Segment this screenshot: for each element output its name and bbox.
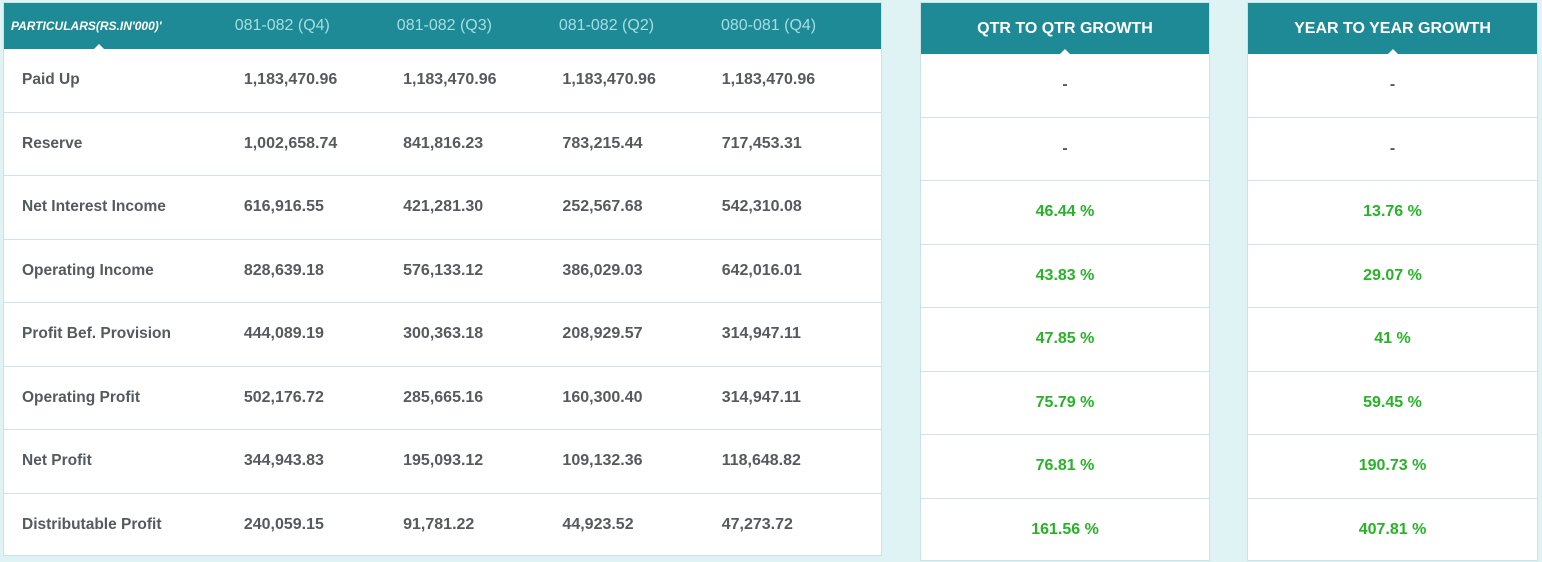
table-cell: 314,947.11: [722, 389, 881, 407]
qtr-growth-value: 76.81 %: [921, 435, 1209, 499]
table-cell: 421,281.30: [403, 198, 562, 216]
qtr-growth-value: 161.56 %: [921, 499, 1209, 562]
active-tab-indicator: [93, 44, 105, 50]
yoy-growth-header: YEAR TO YEAR GROWTH: [1248, 3, 1537, 54]
table-cell: 1,183,470.96: [403, 71, 562, 89]
header-pointer: [1059, 49, 1071, 55]
yoy-growth-value: 59.45 %: [1248, 372, 1537, 436]
qtr-growth-header: QTR TO QTR GROWTH: [921, 3, 1209, 54]
column-header-q4-080-081[interactable]: 080-081 (Q4): [719, 17, 881, 35]
table-cell: 252,567.68: [562, 198, 721, 216]
table-row: Profit Bef. Provision 444,089.19 300,363…: [4, 303, 881, 367]
qtr-growth-value: 75.79 %: [921, 372, 1209, 436]
qtr-growth-value: 43.83 %: [921, 245, 1209, 309]
table-cell: 828,639.18: [244, 262, 403, 280]
row-label: Paid Up: [4, 71, 244, 89]
qtr-growth-value: 46.44 %: [921, 181, 1209, 245]
yoy-growth-panel: YEAR TO YEAR GROWTH - - 13.76 % 29.07 % …: [1247, 2, 1538, 561]
qtr-growth-value: -: [921, 118, 1209, 182]
table-cell: 783,215.44: [562, 135, 721, 153]
table-cell: 576,133.12: [403, 262, 562, 280]
table-cell: 642,016.01: [722, 262, 881, 280]
column-header-q4-081-082[interactable]: 081-082 (Q4): [233, 17, 395, 35]
yoy-growth-value: 407.81 %: [1248, 499, 1537, 562]
table-row: Reserve 1,002,658.74 841,816.23 783,215.…: [4, 113, 881, 177]
table-cell: 314,947.11: [722, 325, 881, 343]
row-label: Operating Profit: [4, 389, 244, 407]
table-cell: 444,089.19: [244, 325, 403, 343]
table-row: Operating Profit 502,176.72 285,665.16 1…: [4, 367, 881, 431]
row-label: Net Interest Income: [4, 198, 244, 216]
table-cell: 44,923.52: [562, 516, 721, 534]
yoy-growth-value: -: [1248, 54, 1537, 118]
table-cell: 841,816.23: [403, 135, 562, 153]
table-cell: 386,029.03: [562, 262, 721, 280]
yoy-growth-value: 41 %: [1248, 308, 1537, 372]
yoy-growth-title: YEAR TO YEAR GROWTH: [1294, 20, 1491, 38]
table-row: Operating Income 828,639.18 576,133.12 3…: [4, 240, 881, 304]
column-header-q2-081-082[interactable]: 081-082 (Q2): [557, 17, 719, 35]
table-cell: 542,310.08: [722, 198, 881, 216]
row-label: Reserve: [4, 135, 244, 153]
yoy-growth-value: 13.76 %: [1248, 181, 1537, 245]
row-label: Profit Bef. Provision: [4, 325, 244, 343]
table-row: Paid Up 1,183,470.96 1,183,470.96 1,183,…: [4, 49, 881, 113]
table-cell: 1,183,470.96: [722, 71, 881, 89]
row-label: Distributable Profit: [4, 516, 244, 534]
row-label: Net Profit: [4, 452, 244, 470]
qtr-growth-panel: QTR TO QTR GROWTH - - 46.44 % 43.83 % 47…: [920, 2, 1210, 561]
table-cell: 91,781.22: [403, 516, 562, 534]
row-label: Operating Income: [4, 262, 244, 280]
financial-table: PARTICULARS(RS.IN'000)' 081-082 (Q4) 081…: [3, 2, 882, 556]
table-cell: 109,132.36: [562, 452, 721, 470]
table-cell: 118,648.82: [722, 452, 881, 470]
qtr-growth-value: 47.85 %: [921, 308, 1209, 372]
column-header-q3-081-082[interactable]: 081-082 (Q3): [395, 17, 557, 35]
table-cell: 344,943.83: [244, 452, 403, 470]
table-row: Net Profit 344,943.83 195,093.12 109,132…: [4, 430, 881, 494]
table-cell: 195,093.12: [403, 452, 562, 470]
table-cell: 1,183,470.96: [562, 71, 721, 89]
table-header: PARTICULARS(RS.IN'000)' 081-082 (Q4) 081…: [4, 3, 881, 49]
table-cell: 502,176.72: [244, 389, 403, 407]
qtr-growth-value: -: [921, 54, 1209, 118]
table-cell: 47,273.72: [722, 516, 881, 534]
table-cell: 160,300.40: [562, 389, 721, 407]
table-cell: 300,363.18: [403, 325, 562, 343]
table-cell: 616,916.55: [244, 198, 403, 216]
yoy-growth-value: 29.07 %: [1248, 245, 1537, 309]
yoy-growth-value: -: [1248, 118, 1537, 182]
header-pointer: [1387, 49, 1399, 55]
column-header-particulars[interactable]: PARTICULARS(RS.IN'000)': [4, 19, 233, 33]
table-cell: 1,183,470.96: [244, 71, 403, 89]
table-row: Distributable Profit 240,059.15 91,781.2…: [4, 494, 881, 558]
table-cell: 717,453.31: [722, 135, 881, 153]
table-row: Net Interest Income 616,916.55 421,281.3…: [4, 176, 881, 240]
table-cell: 240,059.15: [244, 516, 403, 534]
table-cell: 1,002,658.74: [244, 135, 403, 153]
yoy-growth-value: 190.73 %: [1248, 435, 1537, 499]
table-cell: 208,929.57: [562, 325, 721, 343]
qtr-growth-title: QTR TO QTR GROWTH: [977, 20, 1153, 38]
table-cell: 285,665.16: [403, 389, 562, 407]
